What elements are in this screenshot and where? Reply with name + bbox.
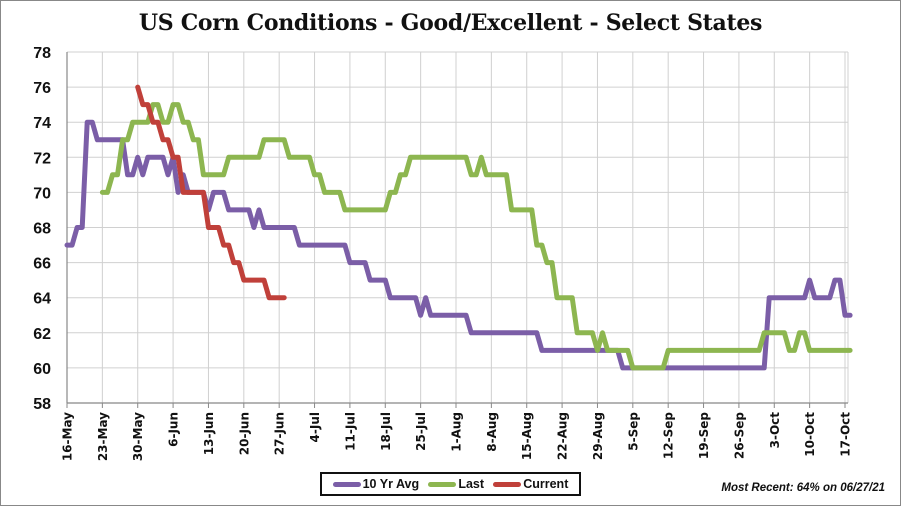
x-tick-label: 30-May	[131, 412, 145, 461]
legend-label-10yr-avg: 10 Yr Avg	[362, 477, 420, 491]
y-tick-label: 70	[33, 185, 51, 202]
x-tick-label: 23-May	[96, 412, 110, 461]
x-tick-label: 16-May	[61, 412, 75, 461]
legend-label-last: Last	[458, 477, 485, 491]
x-tick-label: 3-Oct	[768, 412, 782, 449]
x-tick-label: 11-Jul	[343, 412, 357, 451]
y-tick-label: 58	[33, 396, 51, 413]
x-tick-label: 25-Jul	[414, 412, 428, 451]
series-line-10-yr-avg	[64, 119, 853, 371]
y-tick-label: 60	[33, 361, 51, 378]
x-tick-label: 20-Jun	[237, 412, 251, 455]
x-tick-label: 4-Jul	[308, 412, 322, 442]
x-tick-label: 26-Sep	[732, 412, 746, 459]
most-recent-note: Most Recent: 64% on 06/27/21	[721, 482, 885, 494]
legend-swatch-10yr-avg	[332, 481, 361, 487]
x-tick-label: 18-Jul	[379, 412, 393, 451]
x-tick-label: 8-Aug	[485, 412, 499, 452]
x-tick-label: 5-Sep	[626, 412, 640, 451]
y-tick-label: 72	[33, 150, 51, 167]
x-tick-label: 27-Jun	[273, 412, 287, 455]
legend-item-current: Current	[493, 477, 568, 491]
y-tick-label: 74	[33, 115, 51, 132]
y-tick-label: 62	[33, 326, 51, 343]
x-tick-labels: 16-May 23-May 30-May 6-Jun 13-Jun 20-Jun 27-Ju…	[61, 412, 853, 462]
legend-swatch-current	[493, 481, 522, 487]
x-tick-label: 6-Jun	[167, 412, 181, 447]
x-tick-label: 15-Aug	[520, 412, 534, 460]
x-tick-label: 22-Aug	[556, 412, 570, 460]
x-tick-label: 13-Jun	[202, 412, 216, 455]
legend-swatch-last	[428, 481, 457, 487]
x-tick-label: 29-Aug	[591, 412, 605, 460]
x-tick-label: 19-Sep	[697, 412, 711, 459]
axes	[66, 52, 848, 408]
y-tick-label: 76	[33, 80, 51, 97]
y-tick-label: 68	[33, 221, 51, 238]
legend-item-last: Last	[428, 477, 484, 491]
legend-item-10yr-avg: 10 Yr Avg	[332, 477, 420, 491]
y-tick-label: 78	[33, 45, 51, 62]
series-lines	[64, 84, 853, 371]
x-tick-label: 1-Aug	[450, 412, 464, 452]
y-tick-label: 66	[33, 256, 51, 273]
chart-title: US Corn Conditions - Good/Excellent - Se…	[138, 10, 763, 36]
series-line-last	[99, 102, 853, 371]
legend-label-current: Current	[523, 477, 569, 491]
x-tick-label: 10-Oct	[803, 412, 817, 457]
x-tick-label: 12-Sep	[662, 412, 676, 459]
legend: 10 Yr Avg Last Current	[320, 472, 581, 496]
y-tick-label: 64	[33, 291, 51, 308]
x-tick-label: 17-Oct	[839, 412, 853, 457]
series-line-current	[135, 84, 287, 301]
y-tick-labels: 58 60 62 64 66 68 70 72 74 76 78	[33, 45, 51, 413]
